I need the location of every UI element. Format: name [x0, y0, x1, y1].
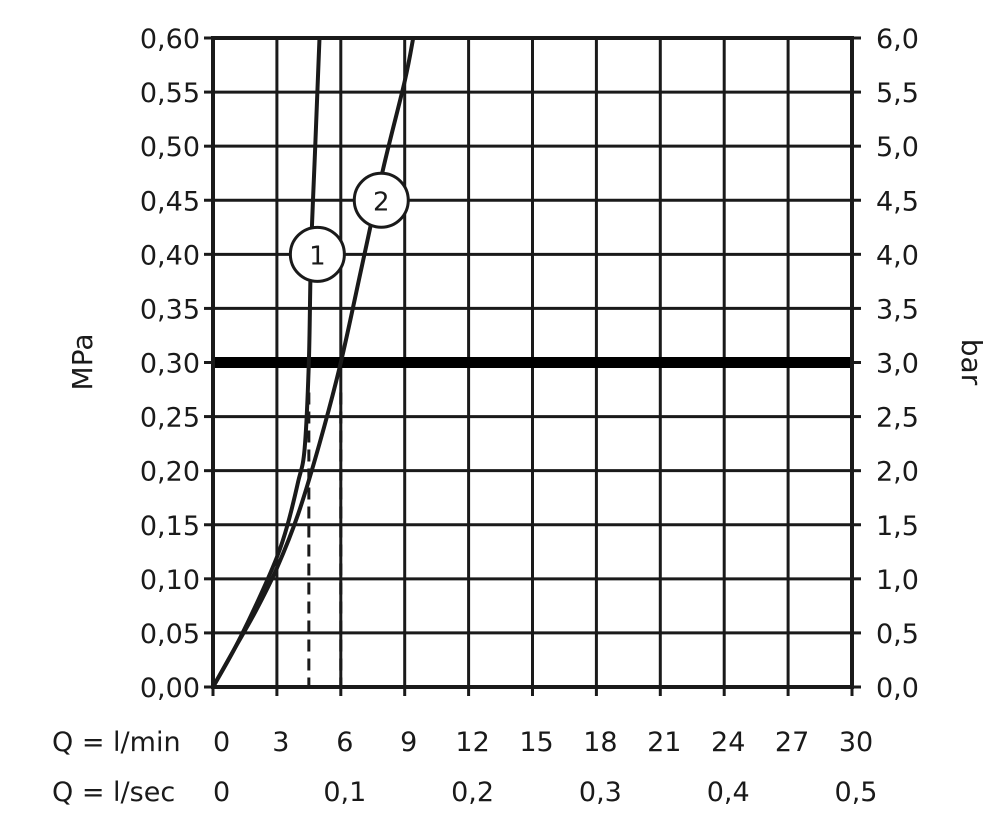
y-tick-label-left: 0,05 — [140, 619, 200, 650]
x-tick-label: 6 — [336, 727, 353, 758]
y-tick-label-left: 0,00 — [140, 673, 200, 704]
x-tick-label: 3 — [272, 727, 289, 758]
y-tick-label-right: 4,5 — [876, 186, 919, 217]
y-tick-label-right: 4,0 — [876, 240, 919, 271]
x-tick-label-rows: Q = l/min 0 3 6 9 12 15 18 21 24 27 30 Q = l/sec 0 0,1… — [52, 727, 877, 808]
x-tick-label: 0,3 — [579, 777, 622, 808]
y-tick-labels-right: 0,0 0,5 1,0 1,5 2,0 2,5 3,0 3,5 4,0 4,5 5,0 5,5 6,0 — [876, 24, 919, 704]
x-tick-label: 30 — [839, 727, 873, 758]
y-tick-label-right: 1,0 — [876, 565, 919, 596]
y-tick-label-left: 0,60 — [140, 24, 200, 55]
y-tick-label-left: 0,45 — [140, 186, 200, 217]
series-layer — [211, 37, 416, 688]
y-tick-label-right: 5,5 — [876, 78, 919, 109]
plot-frame — [211, 36, 854, 689]
y-tick-label-left: 0,25 — [140, 403, 200, 434]
curve-label-1: 1 — [309, 241, 326, 271]
x-tick-label: 18 — [583, 727, 617, 758]
curve-label-circle-1 — [288, 225, 346, 283]
x-tick-label: 21 — [647, 727, 681, 758]
x-tick-label: 0,1 — [323, 777, 366, 808]
series-line-1 — [211, 37, 322, 688]
y-axis-title-right: bar — [955, 339, 988, 386]
y-tick-label-right: 6,0 — [876, 24, 919, 55]
curve-label-circle-2 — [352, 171, 410, 229]
y-axis-title-left: MPa — [66, 334, 99, 391]
y-tick-label-right: 3,0 — [876, 349, 919, 380]
y-tick-label-left: 0,35 — [140, 294, 200, 325]
y-tick-label-left: 0,10 — [140, 565, 200, 596]
y-tick-label-left: 0,55 — [140, 78, 200, 109]
plot-border — [211, 36, 854, 689]
x-axis-row-label: Q = l/sec — [52, 777, 175, 808]
x-tick-label: 9 — [400, 727, 417, 758]
x-tick-label: 27 — [775, 727, 809, 758]
x-tick-label: 0,5 — [835, 777, 878, 808]
y-tick-label-left: 0,15 — [140, 511, 200, 542]
x-tick-label: 0,2 — [451, 777, 494, 808]
x-tick-label: 15 — [519, 727, 553, 758]
x-tick-label: 0 — [213, 727, 230, 758]
series-line-2 — [211, 37, 416, 688]
y-tick-label-left: 0,30 — [140, 349, 200, 380]
x-tick-label: 12 — [455, 727, 489, 758]
y-tick-label-right: 1,5 — [876, 511, 919, 542]
curve-label-2: 2 — [373, 187, 390, 217]
x-tick-label: 24 — [711, 727, 745, 758]
x-tick-label: 0,4 — [707, 777, 750, 808]
y-tick-label-right: 2,0 — [876, 457, 919, 488]
y-tick-label-right: 0,0 — [876, 673, 919, 704]
y-tick-label-left: 0,40 — [140, 240, 200, 271]
y-tick-label-right: 0,5 — [876, 619, 919, 650]
y-tick-label-right: 5,0 — [876, 132, 919, 163]
x-axis-row-label: Q = l/min — [52, 727, 181, 758]
curve-labels: 12 — [288, 171, 410, 283]
y-tick-label-left: 0,20 — [140, 457, 200, 488]
y-tick-label-right: 2,5 — [876, 403, 919, 434]
y-tick-labels-left: 0,00 0,05 0,10 0,15 0,20 0,25 0,30 0,35 0,40 0,45… — [140, 24, 200, 704]
marker-layer — [307, 392, 343, 687]
y-tick-label-right: 3,5 — [876, 294, 919, 325]
y-tick-label-left: 0,50 — [140, 132, 200, 163]
x-tick-label: 0 — [213, 777, 230, 808]
